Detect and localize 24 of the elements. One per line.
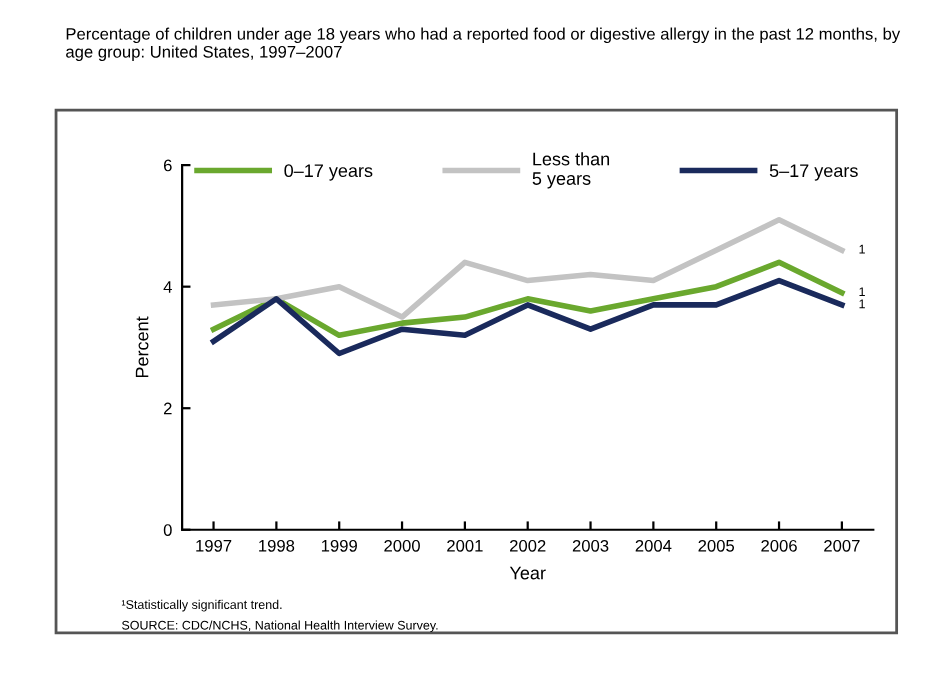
chart-title: Percentage of children under age 18 years who had a reported food or digestive allergy in the past 12 months, by age group: United States, 1997–2007 — [66, 27, 901, 62]
x-tick-label: 1997 — [196, 539, 232, 552]
legend-label: Less than 5 years — [532, 152, 610, 189]
x-tick-label: 2004 — [635, 539, 672, 552]
x-tick-label: 2002 — [510, 539, 546, 552]
x-tick-label: 2001 — [447, 539, 483, 552]
legend-label: 5–17 years — [769, 164, 858, 181]
line-series — [210, 217, 845, 320]
y-tick-label: 4 — [163, 281, 172, 293]
x-axis-title: Year — [509, 566, 546, 580]
legend-label: 0–17 years — [284, 164, 373, 181]
y-tick-label: 6 — [163, 159, 172, 172]
line-series — [210, 277, 845, 357]
x-tick-label: 1998 — [259, 539, 295, 552]
y-tick-label: 2 — [163, 402, 172, 415]
y-axis-title: Percent — [135, 316, 149, 378]
line-series — [210, 259, 845, 339]
x-tick-label: 2007 — [824, 539, 860, 552]
x-tick-label: 2000 — [384, 539, 420, 552]
y-tick-label: 0 — [163, 524, 172, 536]
x-tick-label: 2006 — [761, 539, 797, 552]
x-tick-label: 1999 — [321, 539, 357, 552]
x-tick-label: 2003 — [572, 539, 609, 552]
x-tick-label: 2005 — [698, 539, 735, 552]
